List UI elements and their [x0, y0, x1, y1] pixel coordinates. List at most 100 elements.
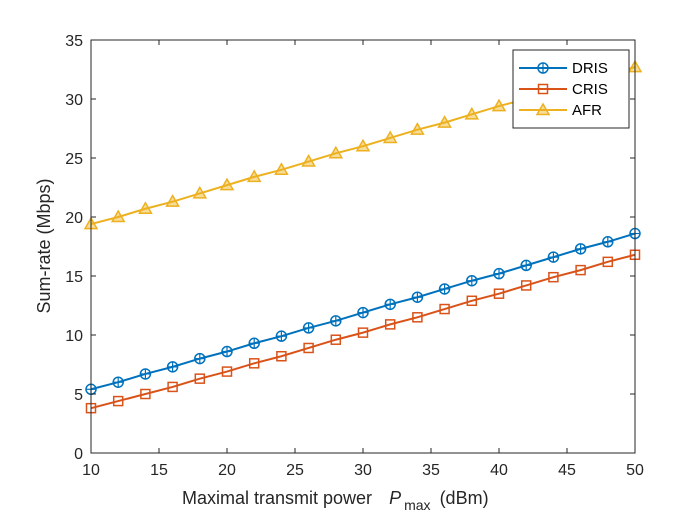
point-cris [493, 288, 505, 299]
point-dris [493, 267, 505, 280]
point-cris-square [194, 373, 206, 384]
x-axis-label-unit: (dBm) [440, 488, 489, 508]
point-dris [384, 298, 396, 311]
legend-label-dris: DRIS [572, 60, 608, 77]
point-afr-triangle [328, 145, 344, 159]
point-afr-triangle [165, 194, 180, 207]
y-tick-label: 0 [74, 446, 83, 463]
point-afr-triangle [110, 209, 126, 223]
point-afr-triangle [464, 106, 480, 120]
point-cris [602, 256, 614, 268]
point-afr [138, 201, 153, 214]
point-cris-square [412, 312, 423, 323]
point-cris-square [493, 288, 505, 299]
point-afr [464, 106, 480, 120]
legend-label-afr: AFR [572, 102, 602, 119]
point-dris [194, 352, 206, 365]
point-afr [491, 98, 507, 112]
x-tick-label: 20 [218, 462, 236, 479]
point-cris-square [466, 295, 478, 307]
series-cris [85, 249, 641, 414]
point-cris [357, 327, 369, 338]
plot-frame [90, 39, 636, 454]
point-dris [330, 315, 342, 327]
point-cris-square [112, 395, 124, 407]
point-afr [246, 169, 262, 183]
point-cris-square [520, 280, 532, 291]
point-dris [357, 306, 369, 319]
point-afr [437, 115, 452, 128]
point-afr [355, 138, 371, 152]
point-afr [301, 154, 316, 167]
point-cris-square [140, 388, 151, 400]
x-tick-label: 40 [490, 462, 508, 479]
x-tick-label: 50 [626, 462, 644, 479]
point-afr-triangle [138, 201, 153, 214]
point-cris [276, 350, 287, 362]
point-afr-triangle [301, 154, 316, 167]
point-cris [248, 358, 260, 369]
point-dris [139, 368, 152, 380]
y-tick-label: 5 [74, 387, 83, 404]
point-cris [412, 312, 423, 323]
point-cris [466, 295, 478, 307]
point-cris [384, 319, 396, 330]
point-cris-square [303, 342, 314, 354]
point-cris-square [602, 256, 614, 268]
point-cris-square [248, 358, 260, 369]
legend-marker-afr [535, 102, 551, 116]
legend-item-cris: CRIS [519, 81, 608, 98]
point-afr-triangle [246, 169, 262, 183]
point-afr-triangle [192, 185, 208, 199]
x-tick-label: 35 [422, 462, 440, 479]
x-tick-label: 10 [82, 462, 100, 479]
y-tick-label: 35 [65, 33, 83, 50]
point-cris [167, 381, 178, 393]
point-dris [602, 236, 614, 248]
point-afr-triangle [437, 115, 452, 128]
point-dris [574, 243, 587, 255]
point-dris [411, 291, 424, 303]
legend-item-dris: DRIS [519, 60, 608, 77]
point-cris [439, 303, 450, 315]
point-afr [274, 162, 289, 176]
point-dris [466, 274, 478, 287]
point-dris [248, 337, 260, 350]
point-dris [275, 330, 288, 342]
legend: DRIS CRIS AFR [512, 49, 630, 129]
point-cris-square [439, 303, 450, 315]
x-axis-label-symbol: P [389, 488, 401, 508]
point-cris [330, 334, 342, 345]
ticks-layer: 10 15 20 25 30 35 40 45 50 0 5 10 15 20 25 30 35 [65, 33, 644, 479]
point-cris-square [167, 381, 178, 393]
y-tick-label: 20 [65, 210, 83, 227]
point-afr-triangle [382, 130, 398, 144]
point-afr [219, 177, 235, 191]
point-cris [194, 373, 206, 384]
line-cris [90, 253, 636, 410]
x-tick-label: 45 [558, 462, 576, 479]
point-cris-square [221, 366, 233, 377]
y-tick-label: 10 [65, 328, 83, 345]
point-cris-square [548, 271, 559, 283]
point-dris [547, 251, 560, 263]
x-axis-label-prefix: Maximal transmit power [182, 488, 372, 508]
x-tick-label: 25 [286, 462, 304, 479]
point-dris [221, 345, 233, 358]
point-afr [192, 185, 208, 199]
legend-item-afr: AFR [519, 102, 602, 119]
point-cris-square [276, 350, 287, 362]
point-dris [112, 376, 124, 388]
point-cris [548, 271, 559, 283]
legend-marker-dris [537, 62, 549, 74]
point-afr-triangle [491, 98, 507, 112]
point-dris [438, 283, 451, 295]
point-afr [410, 122, 425, 135]
legend-items: DRIS CRIS AFR [519, 60, 608, 119]
x-axis-label-subscript: max [404, 497, 430, 513]
point-dris [302, 322, 315, 334]
point-afr-triangle [274, 162, 289, 176]
point-cris [112, 395, 124, 407]
y-tick-label: 25 [65, 151, 83, 168]
